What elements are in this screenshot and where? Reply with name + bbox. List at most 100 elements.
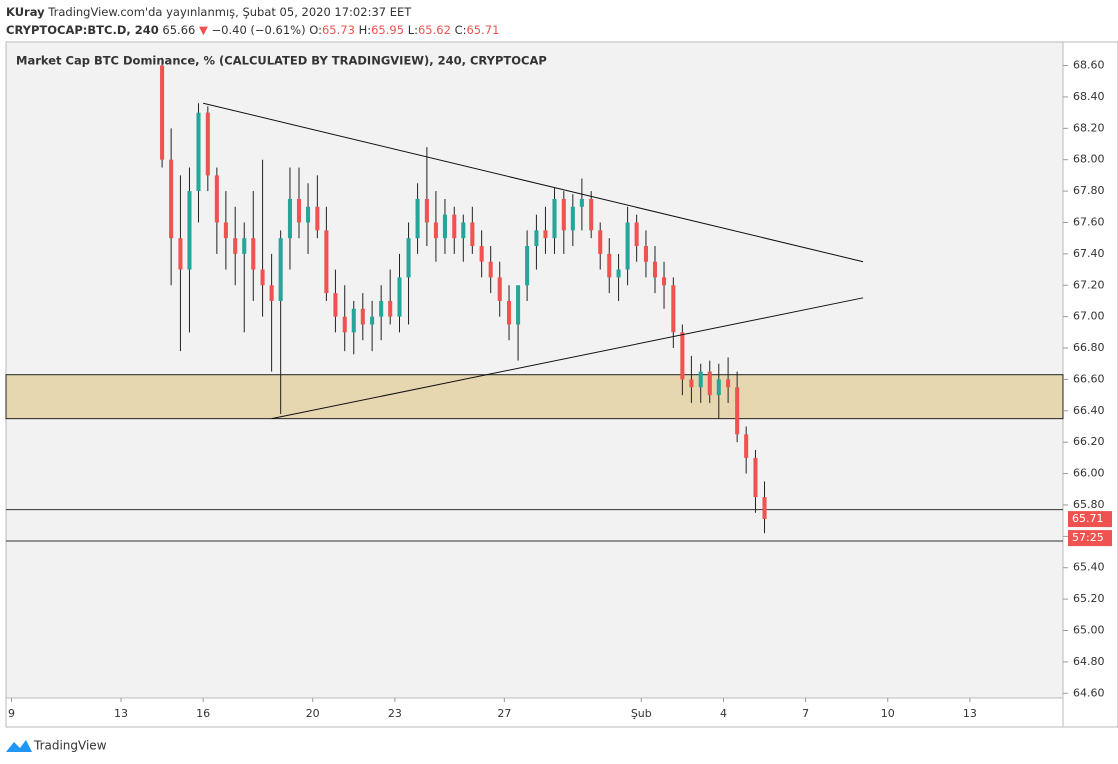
- candle-body: [735, 387, 740, 435]
- last-price-box: [1068, 511, 1112, 528]
- candle-body: [726, 379, 731, 388]
- candle-body: [278, 238, 283, 301]
- candle-body: [579, 198, 584, 207]
- candle-body: [178, 238, 183, 270]
- candle-body: [433, 222, 438, 239]
- candle-body: [223, 222, 228, 239]
- candle-body: [497, 277, 502, 301]
- h-label: H:: [359, 23, 372, 37]
- candle-body: [525, 246, 530, 286]
- candle-body: [479, 246, 484, 262]
- y-tick-label: 65.20: [1073, 592, 1105, 605]
- candle-body: [652, 261, 658, 278]
- candle-body: [634, 222, 639, 247]
- y-tick-label: 66.40: [1073, 404, 1105, 417]
- published: TradingView.com'da yayınlanmış, Şubat 05…: [47, 5, 412, 19]
- last: 65.66: [162, 23, 195, 37]
- candle-body: [233, 238, 238, 254]
- candle-body: [488, 261, 493, 278]
- l: 65.62: [418, 23, 451, 37]
- countdown-label: 57:25: [1072, 531, 1104, 544]
- x-tick-label: 13: [963, 707, 977, 720]
- logo: [6, 740, 32, 752]
- candle-body: [516, 285, 521, 325]
- candle-body: [507, 300, 512, 325]
- candle-body: [570, 206, 575, 231]
- candle-body: [196, 112, 201, 192]
- candle-body: [689, 379, 694, 388]
- x-tick-label: 9: [8, 707, 15, 720]
- countdown-box: [1068, 530, 1112, 547]
- zone: [5, 374, 1064, 420]
- symbol: CRYPTOCAP:BTC.D, 240: [6, 23, 159, 37]
- candle-body: [260, 269, 265, 286]
- candle-body: [598, 230, 603, 254]
- y-tick-label: 66.00: [1073, 467, 1105, 480]
- candle-body: [214, 175, 219, 223]
- header-line1: KUray TradingView.com'da yayınlanmış, Şu…: [6, 5, 412, 19]
- l-label: L:: [408, 23, 418, 37]
- candle-body: [671, 285, 676, 333]
- candle-body: [625, 222, 630, 270]
- y-tick-label: 65.00: [1073, 624, 1105, 637]
- plot-background: [6, 42, 1063, 698]
- candle-body: [534, 230, 539, 247]
- candle-body: [707, 371, 712, 396]
- author: KUray: [6, 5, 45, 19]
- candle-body: [269, 285, 274, 301]
- candle-body: [680, 332, 685, 380]
- candle-body: [306, 206, 311, 223]
- candle-body: [406, 238, 411, 278]
- candle-body: [415, 198, 420, 239]
- candle-body: [379, 300, 384, 317]
- y-tick-label: 65.40: [1073, 561, 1105, 574]
- candle-body: [333, 293, 338, 317]
- trendline: [203, 102, 864, 263]
- candle-body: [169, 159, 174, 239]
- candle-body: [287, 198, 292, 239]
- candle-body: [470, 222, 475, 247]
- candle-body: [561, 198, 566, 231]
- candle-body: [315, 206, 320, 231]
- candle-body: [351, 308, 356, 333]
- candle-body: [716, 379, 721, 396]
- candle-body: [160, 65, 165, 160]
- y-tick-label: 67.00: [1073, 310, 1105, 323]
- x-tick-label: 13: [114, 707, 128, 720]
- o: 65.73: [322, 23, 355, 37]
- c-label: C:: [455, 23, 467, 37]
- candle-body: [397, 277, 402, 317]
- y-tick-label: 67.40: [1073, 247, 1105, 260]
- x-tick-label: 10: [881, 707, 895, 720]
- candle-body: [424, 198, 429, 223]
- x-tick-label: 27: [497, 707, 511, 720]
- candle-body: [543, 230, 548, 239]
- candle-body: [607, 253, 612, 278]
- plot: [5, 57, 1064, 542]
- y-tick-label: 68.00: [1073, 153, 1105, 166]
- candle-body: [461, 222, 466, 239]
- candle-body: [251, 238, 256, 270]
- candle-body: [242, 238, 247, 254]
- candle-body: [342, 316, 347, 333]
- y-tick-label: 68.60: [1073, 59, 1105, 72]
- candle-body: [205, 112, 210, 176]
- x-tick-label: 16: [196, 707, 210, 720]
- candle-body: [762, 497, 767, 520]
- x-tick-label: Şub: [631, 707, 652, 720]
- candle-body: [388, 300, 393, 317]
- trendline: [271, 297, 864, 420]
- y-tick-label: 66.20: [1073, 435, 1105, 448]
- candle-body: [324, 230, 329, 294]
- footer-brand: TradingView: [33, 739, 107, 753]
- y-tick-label: 67.80: [1073, 184, 1105, 197]
- y-tick-label: 64.60: [1073, 686, 1105, 699]
- candle-body: [296, 198, 302, 223]
- candle-body: [589, 198, 594, 231]
- last-price-label: 65.71: [1072, 512, 1104, 525]
- candle-body: [187, 191, 192, 270]
- candle-body: [552, 198, 557, 239]
- c: 65.71: [466, 23, 499, 37]
- candle-body: [370, 316, 375, 325]
